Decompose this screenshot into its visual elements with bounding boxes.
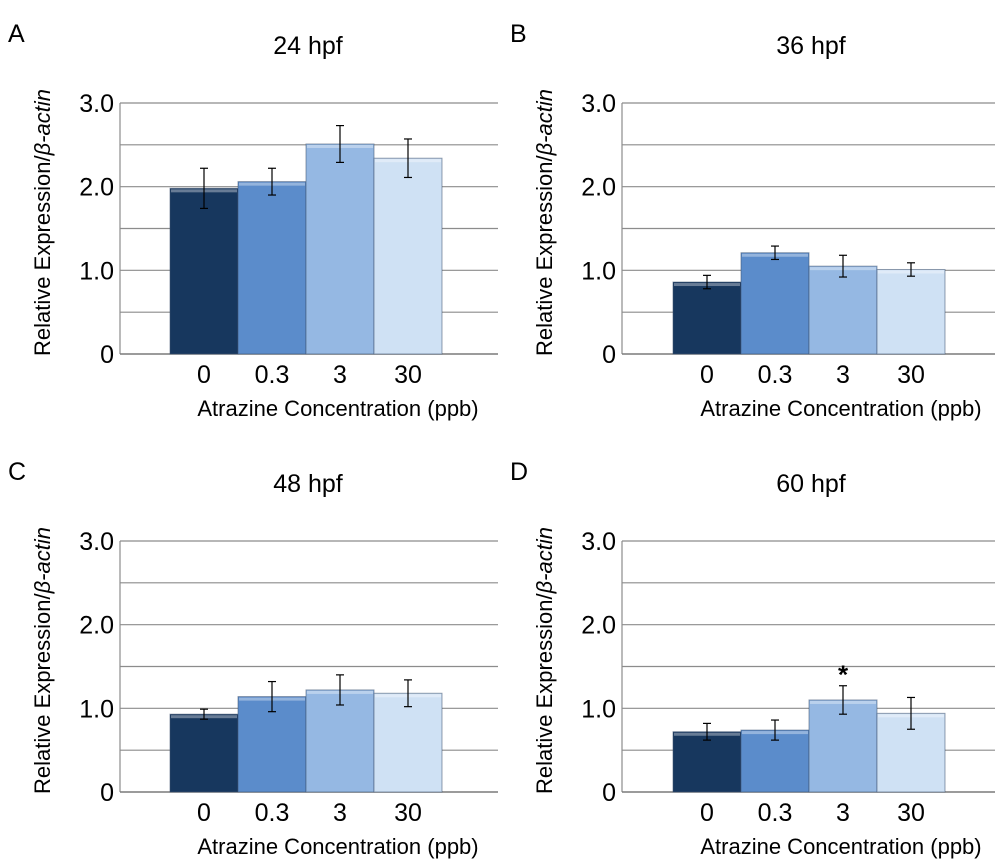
bar-0-3 — [237, 181, 307, 355]
x-tick-label: 30 — [394, 799, 422, 827]
panel-a: A 24 hpf 0 1.0 2.0 3.0 0 0.3 3 30 Atrazine Concent… — [8, 20, 498, 421]
panel-letter: A — [8, 20, 25, 48]
bar-30 — [876, 268, 946, 355]
x-tick-label: 30 — [897, 799, 925, 827]
error-bar — [200, 167, 208, 210]
x-tick-label: 0 — [197, 361, 211, 389]
error-bar — [703, 722, 711, 741]
panel-letter: C — [8, 458, 26, 486]
error-bar — [839, 685, 847, 715]
y-tick-label: 1.0 — [581, 257, 616, 285]
x-tick-label: 0.3 — [255, 361, 290, 389]
bar-30 — [373, 157, 443, 355]
y-tick-label: 1.0 — [581, 695, 616, 723]
error-bar — [771, 719, 779, 741]
y-tick-label: 0 — [100, 341, 114, 369]
bar-3 — [808, 265, 878, 355]
y-tick-label: 3.0 — [79, 90, 114, 118]
error-bar — [907, 262, 915, 277]
error-bar — [336, 124, 344, 164]
x-axis-label: Atrazine Concentration (ppb) — [700, 396, 981, 421]
error-bar — [404, 138, 412, 179]
error-bar — [200, 708, 208, 720]
y-axis-label: Relative Expression/β-actin — [532, 89, 557, 356]
error-bar — [268, 167, 276, 196]
panel-title: 60 hpf — [776, 470, 846, 498]
y-axis-label: Relative Expression/β-actin — [30, 527, 55, 794]
y-tick-label: 2.0 — [79, 612, 114, 640]
y-tick-label: 3.0 — [581, 90, 616, 118]
x-tick-label: 0 — [197, 799, 211, 827]
y-axis-label: Relative Expression/β-actin — [30, 89, 55, 356]
panel-title: 36 hpf — [776, 32, 846, 60]
y-tick-label: 2.0 — [581, 612, 616, 640]
x-tick-label: 3 — [836, 799, 850, 827]
error-bar — [907, 696, 915, 730]
panel-letter: B — [510, 20, 527, 48]
error-bar — [336, 674, 344, 706]
x-axis-label: Atrazine Concentration (ppb) — [197, 834, 478, 859]
error-bar — [404, 679, 412, 708]
y-tick-label: 0 — [100, 779, 114, 807]
panel-d: D 60 hpf 0 1.0 2.0 3.0 0 0.3 3 30 Atrazine Concent… — [510, 458, 995, 859]
panel-c: C 48 hpf 0 1.0 2.0 3.0 0 0.3 3 30 Atrazine Concent… — [8, 458, 498, 859]
x-tick-label: 3 — [333, 361, 347, 389]
bar-0 — [672, 281, 742, 355]
x-tick-label: 30 — [897, 361, 925, 389]
x-tick-label: 0.3 — [255, 799, 290, 827]
bar-3 — [305, 689, 375, 793]
bar-0 — [672, 731, 742, 793]
error-bar — [839, 254, 847, 278]
bar-3 — [305, 143, 375, 355]
panel-title: 24 hpf — [273, 32, 343, 60]
y-tick-label: 3.0 — [79, 528, 114, 556]
y-tick-label: 2.0 — [581, 174, 616, 202]
significance-marker: * — [838, 660, 849, 690]
y-axis-label: Relative Expression/β-actin — [532, 527, 557, 794]
panel-b: B 36 hpf 0 1.0 2.0 3.0 0 0.3 3 30 Atrazine Concent… — [510, 20, 995, 421]
x-tick-label: 0 — [700, 361, 714, 389]
bar-30 — [373, 692, 443, 793]
error-bar — [703, 274, 711, 290]
bar-0-3 — [237, 696, 307, 793]
y-tick-label: 2.0 — [79, 174, 114, 202]
y-tick-label: 0 — [602, 779, 616, 807]
error-bar — [268, 680, 276, 713]
x-tick-label: 3 — [836, 361, 850, 389]
x-tick-label: 0.3 — [758, 799, 793, 827]
bar-0 — [169, 713, 239, 793]
bar-3 — [808, 699, 878, 793]
bar-0 — [169, 187, 239, 355]
x-tick-label: 0.3 — [758, 361, 793, 389]
error-bar — [771, 245, 779, 261]
bar-0-3 — [740, 252, 810, 355]
x-axis-label: Atrazine Concentration (ppb) — [700, 834, 981, 859]
x-tick-label: 30 — [394, 361, 422, 389]
y-tick-label: 1.0 — [79, 695, 114, 723]
x-axis-label: Atrazine Concentration (ppb) — [197, 396, 478, 421]
x-tick-label: 0 — [700, 799, 714, 827]
x-tick-label: 3 — [333, 799, 347, 827]
y-tick-label: 0 — [602, 341, 616, 369]
y-tick-label: 1.0 — [79, 257, 114, 285]
panel-title: 48 hpf — [273, 470, 343, 498]
y-tick-label: 3.0 — [581, 528, 616, 556]
panel-letter: D — [510, 458, 528, 486]
